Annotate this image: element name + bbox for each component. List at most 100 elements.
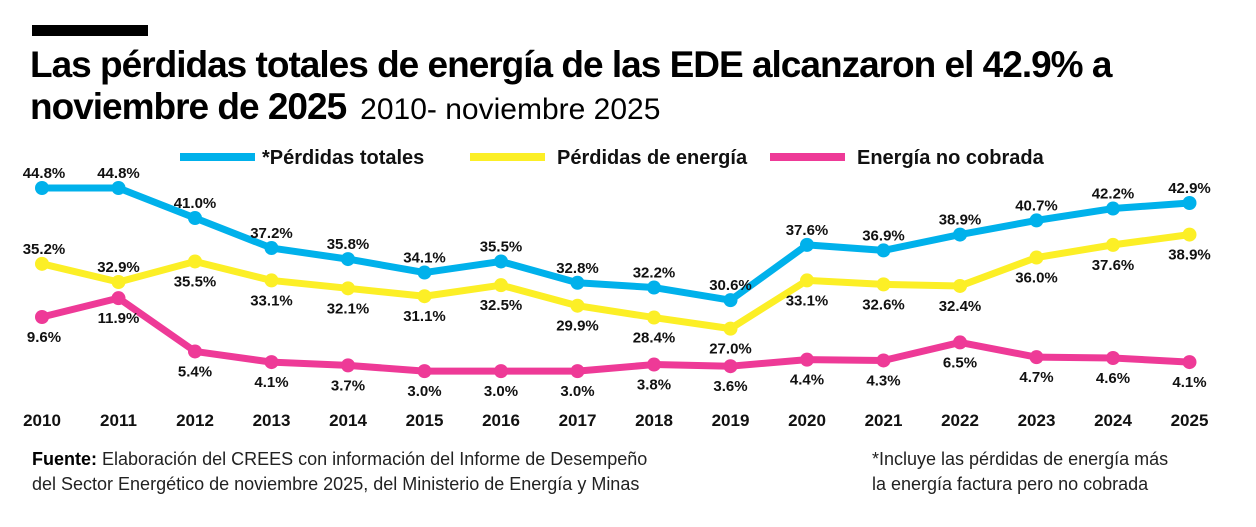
x-tick-label: 2022 [941, 411, 979, 430]
chart-title-2: noviembre de 2025 [30, 86, 347, 127]
legend-label-1: Pérdidas de energía [557, 147, 748, 169]
x-tick-label: 2018 [635, 411, 673, 430]
x-tick-label: 2015 [406, 411, 444, 430]
footnote-1: *Incluye las pérdidas de energía más [872, 449, 1169, 469]
data-point [1106, 237, 1120, 252]
data-label: 27.0% [709, 341, 752, 358]
data-point [111, 291, 126, 306]
data-label: 9.6% [27, 329, 61, 346]
x-tick-label: 2025 [1171, 411, 1209, 430]
data-point [953, 278, 967, 293]
series-line-0 [42, 184, 1190, 304]
data-label: 3.6% [713, 378, 747, 395]
data-point [417, 364, 432, 379]
data-point [1029, 213, 1044, 228]
legend-label-2: Energía no cobrada [857, 147, 1045, 169]
data-label: 36.9% [862, 227, 905, 244]
data-label: 3.7% [331, 377, 365, 394]
footnote: *Incluye las pérdidas de energía más la e… [872, 447, 1168, 497]
data-point [341, 281, 355, 296]
data-point [723, 321, 738, 336]
data-point [647, 280, 661, 295]
header-bar [32, 25, 148, 36]
data-point [1182, 355, 1197, 370]
data-point [494, 364, 508, 379]
data-point [723, 359, 738, 374]
data-label: 4.7% [1019, 369, 1053, 386]
x-tick-label: 2010 [23, 411, 61, 430]
data-point [570, 275, 585, 290]
data-point [264, 355, 279, 370]
data-label: 32.9% [97, 259, 140, 276]
data-label: 35.5% [480, 238, 523, 255]
data-point [1106, 351, 1120, 365]
data-point [494, 278, 508, 293]
data-label: 4.1% [1172, 374, 1206, 391]
data-label: 35.5% [174, 273, 217, 290]
data-point [341, 252, 355, 267]
x-tick-label: 2011 [100, 411, 137, 430]
x-tick-label: 2016 [482, 411, 520, 430]
x-tick-label: 2020 [788, 411, 826, 430]
data-label: 4.1% [254, 374, 288, 391]
data-point [647, 310, 661, 325]
data-label: 32.8% [556, 260, 599, 277]
data-point [876, 243, 891, 258]
data-point [1182, 196, 1197, 211]
data-label: 37.6% [1092, 257, 1135, 274]
data-label: 4.6% [1096, 370, 1130, 387]
data-label: 3.0% [560, 383, 594, 400]
data-point [188, 344, 202, 359]
data-label: 37.2% [250, 225, 293, 242]
data-label: 42.9% [1168, 180, 1211, 197]
data-label: 32.5% [480, 297, 523, 314]
data-point [1029, 250, 1044, 265]
source-text-2: del Sector Energético de noviembre 2025,… [32, 474, 640, 494]
data-point [35, 181, 49, 195]
data-point [800, 352, 814, 367]
x-tick-label: 2013 [253, 411, 291, 430]
source-text-1: Elaboración del CREES con información de… [97, 449, 648, 469]
data-label: 28.4% [633, 330, 676, 347]
data-point [570, 298, 585, 313]
data-point [264, 273, 279, 288]
data-label: 3.0% [484, 383, 518, 400]
data-label: 32.4% [939, 298, 982, 315]
data-label: 3.0% [407, 383, 441, 400]
data-point [953, 227, 967, 242]
data-label: 34.1% [403, 250, 446, 267]
data-label: 38.9% [1168, 247, 1211, 264]
data-label: 38.9% [939, 212, 982, 229]
data-point [417, 289, 432, 304]
data-label: 32.6% [862, 296, 905, 313]
chart-title: Las pérdidas totales de energía de las E… [30, 44, 1112, 85]
data-label: 35.8% [327, 236, 370, 253]
data-label: 35.2% [23, 241, 66, 258]
data-label: 37.6% [786, 222, 829, 239]
data-label: 3.8% [637, 377, 671, 394]
data-label: 29.9% [556, 318, 599, 335]
chart-title-line2: noviembre de 2025 2010- noviembre 2025 [30, 86, 660, 128]
data-point [188, 254, 202, 269]
data-point [800, 237, 814, 252]
data-point [417, 265, 432, 280]
data-point [800, 273, 814, 288]
data-point [723, 293, 738, 308]
x-tick-label: 2017 [559, 411, 597, 430]
source-label: Fuente: [32, 449, 97, 469]
data-point [1106, 201, 1120, 216]
data-label: 33.1% [786, 292, 829, 309]
x-tick-label: 2021 [865, 411, 903, 430]
data-point [1029, 350, 1044, 365]
data-point [264, 241, 279, 256]
data-label: 5.4% [178, 363, 212, 380]
data-label: 32.2% [633, 265, 676, 282]
x-tick-label: 2012 [176, 411, 214, 430]
data-label: 11.9% [98, 310, 140, 327]
x-tick-label: 2024 [1094, 411, 1132, 430]
data-point [570, 364, 585, 379]
footnote-2: la energía factura pero no cobrada [872, 474, 1149, 494]
data-point [111, 181, 126, 195]
